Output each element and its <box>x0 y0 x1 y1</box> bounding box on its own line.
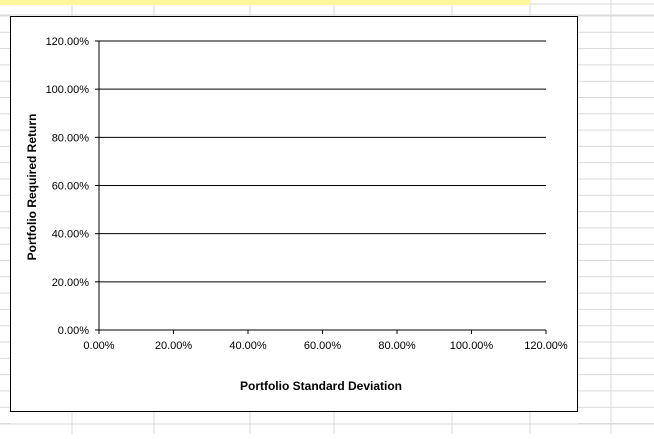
x-tick-label: 60.00% <box>304 340 342 352</box>
x-tick-label: 120.00% <box>524 340 568 352</box>
y-tick-label: 40.00% <box>52 229 90 241</box>
y-tick-label: 20.00% <box>52 277 90 289</box>
x-tick-label: 100.00% <box>450 340 494 352</box>
x-tick-label: 20.00% <box>155 340 193 352</box>
chart-area[interactable]: 0.00% 20.00% 40.00% 60.00% 80.00% 100.00% 120.… <box>10 16 578 412</box>
x-tick-label: 0.00% <box>83 340 114 352</box>
y-tick-label: 100.00% <box>46 84 90 96</box>
chart-plot: 0.00% 20.00% 40.00% 60.00% 80.00% 100.00% 120.… <box>25 36 568 393</box>
y-tick-label: 60.00% <box>52 181 90 193</box>
y-tick-label: 80.00% <box>52 132 90 144</box>
y-tick-label: 0.00% <box>58 325 89 337</box>
selected-cells-highlight[interactable] <box>0 0 530 5</box>
x-tick-label: 40.00% <box>229 340 267 352</box>
x-axis-title: Portfolio Standard Deviation <box>240 379 402 393</box>
y-axis-title: Portfolio Required Return <box>25 114 39 261</box>
x-tick-label: 80.00% <box>378 340 416 352</box>
y-tick-label: 120.00% <box>46 36 90 48</box>
